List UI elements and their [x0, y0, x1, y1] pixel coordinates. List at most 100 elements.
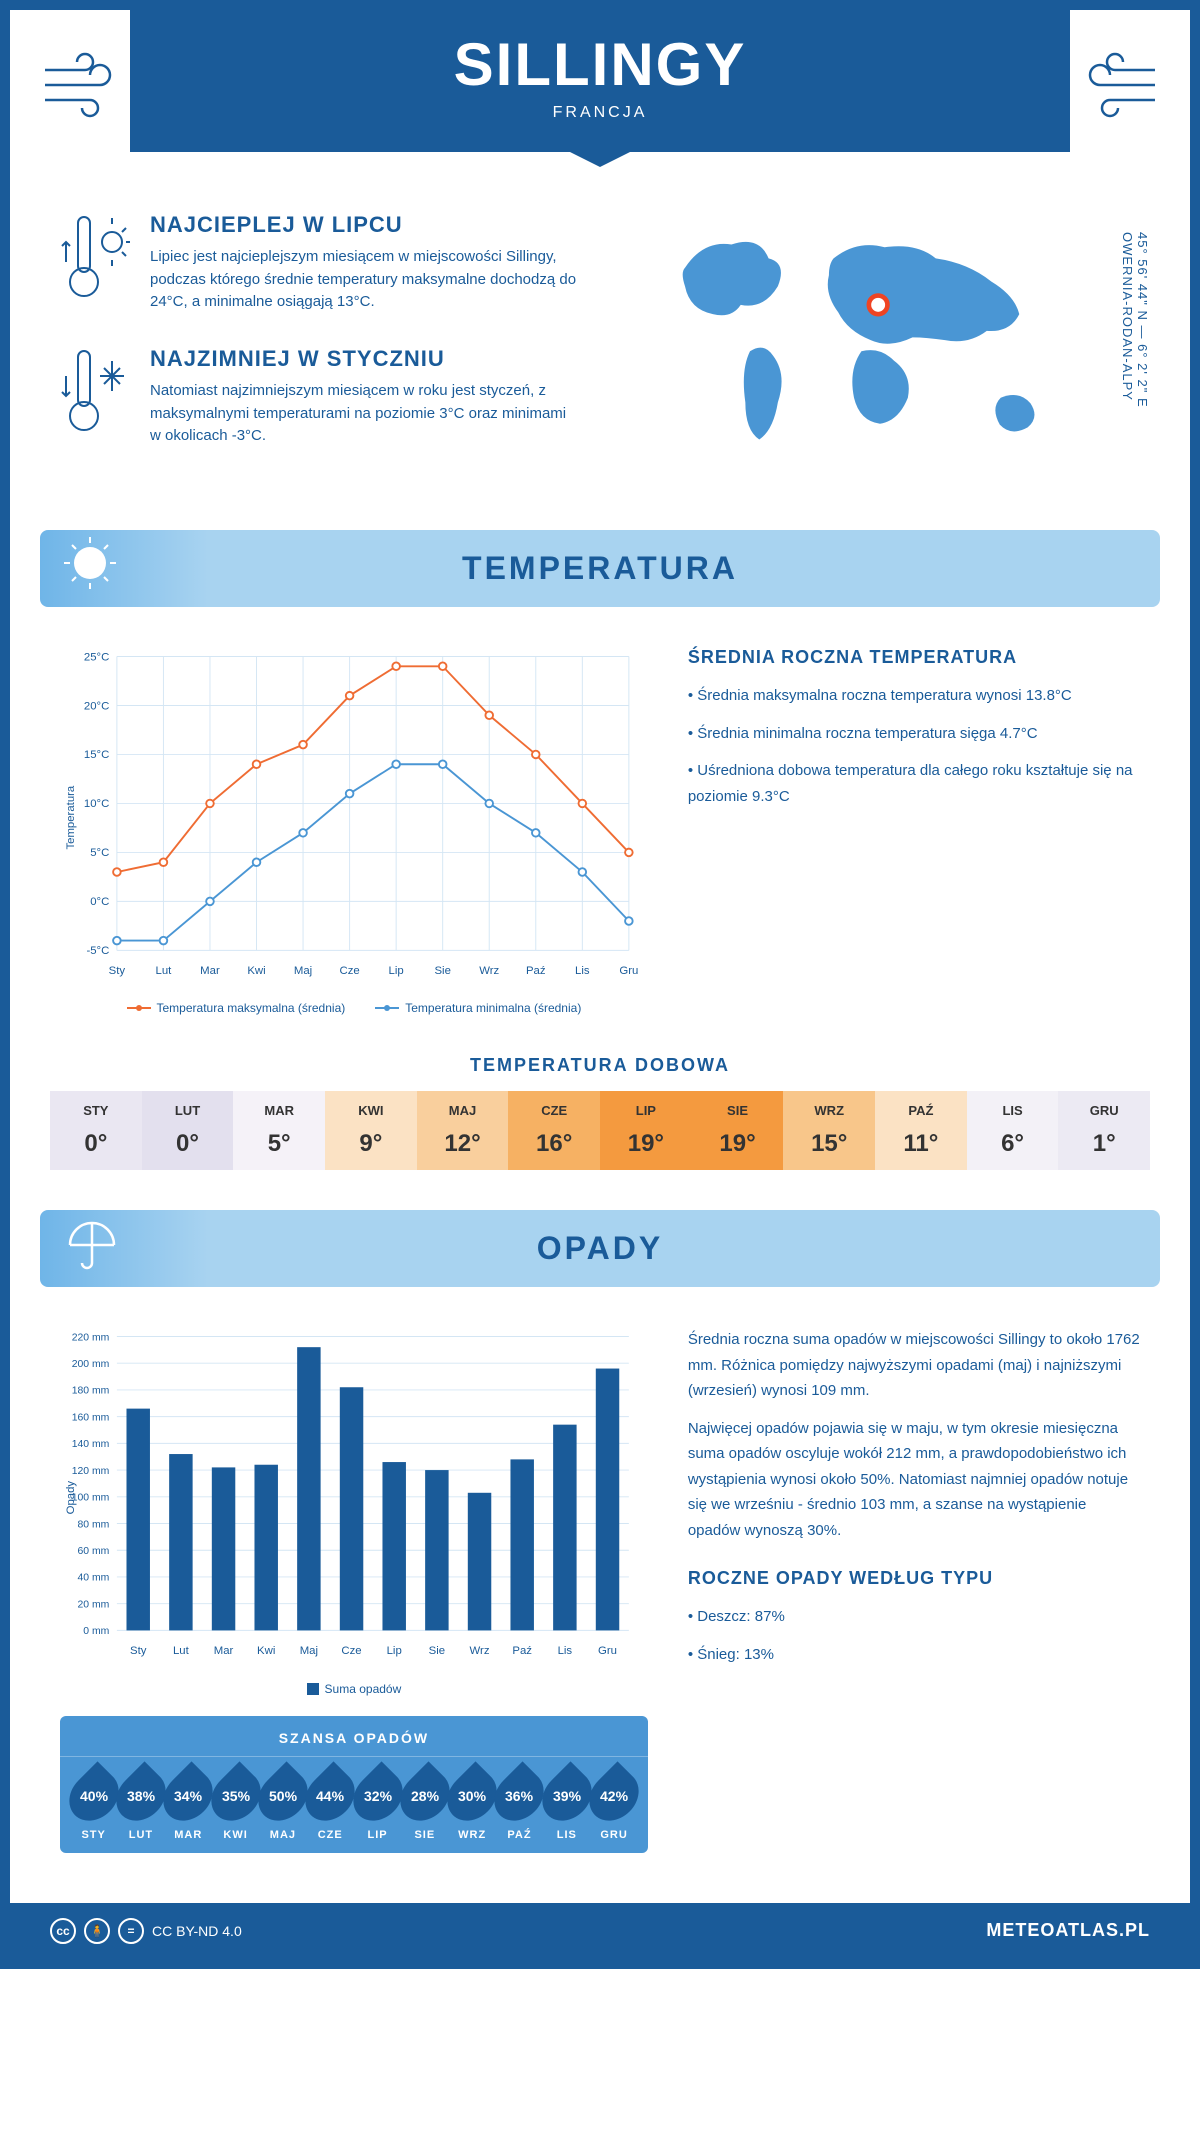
- daily-temp-cell: CZE16°: [508, 1091, 600, 1170]
- daily-temp-cell: STY0°: [50, 1091, 142, 1170]
- svg-text:Paź: Paź: [526, 965, 546, 977]
- coordinates-label: 45° 56' 44" N — 6° 2' 2" E OWERNIA-RODAN…: [1120, 232, 1150, 480]
- rain-chance-drop: 32%LIP: [354, 1769, 401, 1841]
- svg-text:Lut: Lut: [173, 1645, 190, 1657]
- temp-info-p2: • Średnia minimalna roczna temperatura s…: [688, 721, 1140, 747]
- svg-text:15°C: 15°C: [84, 749, 109, 761]
- svg-text:Lip: Lip: [389, 965, 404, 977]
- rain-type-title: ROCZNE OPADY WEDŁUG TYPU: [688, 1568, 1140, 1589]
- rain-type-2: • Śnieg: 13%: [688, 1642, 1140, 1668]
- svg-text:5°C: 5°C: [90, 847, 109, 859]
- by-icon: 🧍: [84, 1918, 110, 1944]
- hot-block: NAJCIEPLEJ W LIPCU Lipiec jest najcieple…: [60, 212, 580, 316]
- rain-chance-drop: 40%STY: [70, 1769, 117, 1841]
- svg-text:Maj: Maj: [294, 965, 312, 977]
- rain-chance-drop: 35%KWI: [212, 1769, 259, 1841]
- svg-text:Cze: Cze: [340, 965, 360, 977]
- svg-text:Sty: Sty: [109, 965, 126, 977]
- daily-temp-cell: LIS6°: [967, 1091, 1059, 1170]
- rain-chance-drop: 44%CZE: [307, 1769, 354, 1841]
- svg-text:80 mm: 80 mm: [77, 1520, 109, 1531]
- svg-text:Mar: Mar: [214, 1645, 234, 1657]
- svg-text:200 mm: 200 mm: [72, 1359, 110, 1370]
- footer: cc 🧍 = CC BY-ND 4.0 METEOATLAS.PL: [10, 1903, 1190, 1959]
- svg-text:20 mm: 20 mm: [77, 1600, 109, 1611]
- svg-text:100 mm: 100 mm: [72, 1493, 110, 1504]
- header-banner: SILLINGY FRANCJA: [130, 10, 1070, 152]
- daily-temp-band: STY0°LUT0°MAR5°KWI9°MAJ12°CZE16°LIP19°SI…: [50, 1091, 1150, 1170]
- rain-chance-drop: 50%MAJ: [259, 1769, 306, 1841]
- brand-label: METEOATLAS.PL: [986, 1920, 1150, 1941]
- world-map: [620, 212, 1140, 472]
- svg-text:Kwi: Kwi: [257, 1645, 275, 1657]
- svg-text:10°C: 10°C: [84, 798, 109, 810]
- cold-block: NAJZIMNIEJ W STYCZNIU Natomiast najzimni…: [60, 346, 580, 450]
- daily-temp-cell: MAR5°: [233, 1091, 325, 1170]
- temp-chart-legend: Temperatura maksymalna (średnia) Tempera…: [60, 1001, 648, 1015]
- svg-text:Lut: Lut: [156, 965, 173, 977]
- nd-icon: =: [118, 1918, 144, 1944]
- svg-text:Sie: Sie: [434, 965, 450, 977]
- daily-temp-cell: WRZ15°: [783, 1091, 875, 1170]
- cold-text: Natomiast najzimniejszym miesiącem w rok…: [150, 380, 580, 448]
- svg-text:Lis: Lis: [575, 965, 590, 977]
- rain-chance-drop: 30%WRZ: [449, 1769, 496, 1841]
- svg-text:Paź: Paź: [512, 1645, 532, 1657]
- daily-temp-cell: MAJ12°: [417, 1091, 509, 1170]
- temperature-section-header: TEMPERATURA: [40, 530, 1160, 607]
- thermometer-hot-icon: [60, 212, 130, 316]
- temperature-line-chart: -5°C 0°C 5°C 10°C 15°C 20°C 25°C Sty Lut Mar Kwi Ma…: [60, 647, 648, 988]
- precipitation-section-header: OPADY: [40, 1210, 1160, 1287]
- svg-text:Wrz: Wrz: [470, 1645, 490, 1657]
- svg-text:25°C: 25°C: [84, 651, 109, 663]
- rain-chance-drop: 42%GRU: [590, 1769, 637, 1841]
- svg-text:Lis: Lis: [558, 1645, 573, 1657]
- cold-title: NAJZIMNIEJ W STYCZNIU: [150, 346, 580, 372]
- sun-icon: [60, 533, 120, 605]
- daily-temp-cell: PAŹ11°: [875, 1091, 967, 1170]
- svg-text:Gru: Gru: [598, 1645, 617, 1657]
- svg-text:Wrz: Wrz: [479, 965, 499, 977]
- precipitation-bar-chart: 0 mm20 mm40 mm60 mm80 mm100 mm120 mm140 …: [60, 1327, 648, 1668]
- license-badge: cc 🧍 = CC BY-ND 4.0: [50, 1918, 242, 1944]
- daily-temp-cell: LUT0°: [142, 1091, 234, 1170]
- svg-text:220 mm: 220 mm: [72, 1333, 110, 1344]
- rain-chance-drop: 39%LIS: [543, 1769, 590, 1841]
- hot-text: Lipiec jest najcieplejszym miesiącem w m…: [150, 246, 580, 314]
- daily-temp-cell: GRU1°: [1058, 1091, 1150, 1170]
- rain-chance-drop: 36%PAŹ: [496, 1769, 543, 1841]
- daily-temp-cell: KWI9°: [325, 1091, 417, 1170]
- rain-chance-panel: SZANSA OPADÓW 40%STY38%LUT34%MAR35%KWI50…: [60, 1716, 648, 1853]
- rain-info-p1: Średnia roczna suma opadów w miejscowośc…: [688, 1327, 1140, 1404]
- svg-text:140 mm: 140 mm: [72, 1439, 110, 1450]
- hot-title: NAJCIEPLEJ W LIPCU: [150, 212, 580, 238]
- svg-text:120 mm: 120 mm: [72, 1466, 110, 1477]
- rain-chance-title: SZANSA OPADÓW: [60, 1724, 648, 1757]
- wind-icon-left: [40, 50, 130, 134]
- svg-text:60 mm: 60 mm: [77, 1546, 109, 1557]
- temp-info-p3: • Uśredniona dobowa temperatura dla całe…: [688, 758, 1140, 809]
- rain-type-1: • Deszcz: 87%: [688, 1604, 1140, 1630]
- svg-text:Cze: Cze: [341, 1645, 361, 1657]
- daily-temp-cell: SIE19°: [692, 1091, 784, 1170]
- svg-text:Gru: Gru: [619, 965, 638, 977]
- svg-text:Kwi: Kwi: [247, 965, 265, 977]
- rain-chance-drop: 38%LUT: [117, 1769, 164, 1841]
- svg-text:-5°C: -5°C: [86, 945, 109, 957]
- svg-text:Sty: Sty: [130, 1645, 147, 1657]
- rain-chance-drop: 28%SIE: [401, 1769, 448, 1841]
- daily-temp-title: TEMPERATURA DOBOWA: [10, 1055, 1190, 1076]
- svg-text:20°C: 20°C: [84, 700, 109, 712]
- city-title: SILLINGY: [130, 30, 1070, 99]
- wind-icon-right: [1070, 50, 1160, 134]
- svg-text:180 mm: 180 mm: [72, 1386, 110, 1397]
- daily-temp-cell: LIP19°: [600, 1091, 692, 1170]
- svg-text:Maj: Maj: [300, 1645, 318, 1657]
- svg-text:0°C: 0°C: [90, 896, 109, 908]
- svg-text:0 mm: 0 mm: [83, 1626, 109, 1637]
- svg-text:Opady: Opady: [65, 1481, 77, 1515]
- location-marker: [869, 296, 888, 315]
- svg-text:160 mm: 160 mm: [72, 1413, 110, 1424]
- svg-text:Mar: Mar: [200, 965, 220, 977]
- cc-icon: cc: [50, 1918, 76, 1944]
